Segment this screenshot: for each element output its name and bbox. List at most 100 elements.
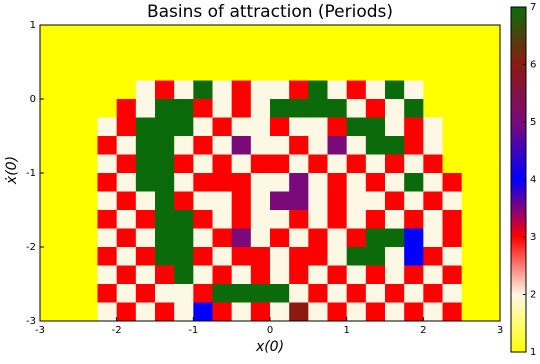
heatmap-cell	[251, 247, 271, 266]
heatmap-cell	[443, 173, 463, 192]
heatmap-cell	[443, 155, 463, 174]
heatmap-cell	[174, 303, 194, 322]
heatmap-cell	[117, 62, 137, 81]
heatmap-cell	[423, 266, 443, 285]
heatmap-cell	[366, 81, 386, 100]
heatmap-cell	[251, 81, 271, 100]
heatmap-cell	[117, 192, 137, 211]
heatmap-cell	[481, 266, 501, 285]
heatmap-cell	[385, 99, 405, 118]
heatmap-cell	[40, 118, 60, 137]
heatmap-cell	[59, 303, 79, 322]
heatmap-cell	[98, 44, 118, 63]
heatmap-cell	[423, 81, 443, 100]
heatmap-cell	[328, 62, 348, 81]
heatmap-cell	[385, 25, 405, 44]
heatmap-cell	[404, 118, 424, 137]
heatmap-cell	[328, 25, 348, 44]
heatmap-cell	[251, 25, 271, 44]
heatmap-cell	[347, 210, 367, 229]
heatmap-cell	[308, 210, 328, 229]
heatmap-cell	[59, 62, 79, 81]
heatmap-cell	[136, 81, 156, 100]
heatmap-cell	[308, 44, 328, 63]
heatmap-cell	[193, 81, 213, 100]
x-tick-label: -3	[35, 325, 45, 336]
colorbar-tick-label: 5	[530, 117, 536, 128]
heatmap-cell	[385, 303, 405, 322]
heatmap-cell	[78, 81, 98, 100]
heatmap-cell	[347, 81, 367, 100]
heatmap-cell	[251, 118, 271, 137]
heatmap-cell	[117, 155, 137, 174]
heatmap-cell	[308, 118, 328, 137]
heatmap-cell	[385, 210, 405, 229]
heatmap-cell	[462, 99, 482, 118]
colorbar-tick-label: 7	[530, 2, 536, 13]
heatmap-cell	[136, 99, 156, 118]
heatmap-cell	[155, 266, 175, 285]
heatmap-cell	[251, 266, 271, 285]
heatmap-cell	[308, 25, 328, 44]
heatmap-cell	[423, 62, 443, 81]
heatmap-cell	[251, 303, 271, 322]
heatmap-cell	[289, 136, 309, 155]
heatmap-cell	[213, 192, 233, 211]
y-tick-label: 0	[30, 94, 36, 105]
heatmap-cell	[347, 99, 367, 118]
heatmap-cell	[251, 229, 271, 248]
heatmap-cell	[481, 136, 501, 155]
heatmap-cell	[347, 192, 367, 211]
heatmap-cell	[59, 44, 79, 63]
heatmap-cell	[289, 44, 309, 63]
x-tick-label: 3	[497, 325, 503, 336]
heatmap-cell	[385, 44, 405, 63]
heatmap-cell	[385, 62, 405, 81]
heatmap-cell	[308, 229, 328, 248]
heatmap-cell	[78, 266, 98, 285]
heatmap-cell	[443, 136, 463, 155]
heatmap-cell	[136, 247, 156, 266]
heatmap-cell	[308, 81, 328, 100]
heatmap-cell	[404, 25, 424, 44]
heatmap-cell	[78, 229, 98, 248]
x-tick-label: 0	[267, 325, 273, 336]
heatmap-cell	[78, 284, 98, 303]
heatmap-cell	[270, 136, 290, 155]
heatmap-cell	[193, 303, 213, 322]
heatmap-cell	[98, 210, 118, 229]
heatmap-cell	[117, 81, 137, 100]
y-tick-label: -2	[26, 242, 36, 253]
heatmap-cell	[462, 229, 482, 248]
heatmap-cell	[423, 118, 443, 137]
heatmap-cell	[59, 266, 79, 285]
heatmap-cell	[193, 62, 213, 81]
heatmap-cell	[98, 247, 118, 266]
heatmap-cell	[443, 266, 463, 285]
heatmap-cell	[232, 210, 252, 229]
heatmap-cell	[136, 284, 156, 303]
heatmap-cell	[251, 44, 271, 63]
heatmap-cell	[347, 44, 367, 63]
heatmap-cell	[366, 99, 386, 118]
heatmap-cell	[481, 118, 501, 137]
heatmap-cell	[193, 44, 213, 63]
heatmap-cell	[270, 81, 290, 100]
heatmap-cell	[423, 155, 443, 174]
heatmap-cell	[289, 81, 309, 100]
heatmap-cell	[443, 192, 463, 211]
heatmap-cell	[404, 173, 424, 192]
x-tick-label: -2	[112, 325, 122, 336]
heatmap-cell	[366, 210, 386, 229]
heatmap-cell	[443, 81, 463, 100]
heatmap-cell	[270, 247, 290, 266]
heatmap-cell	[155, 192, 175, 211]
heatmap-cell	[251, 62, 271, 81]
colorbar-tick-label: 6	[530, 60, 536, 71]
chart-title: Basins of attraction (Periods)	[147, 2, 393, 22]
heatmap-cell	[40, 25, 60, 44]
heatmap-cell	[366, 173, 386, 192]
heatmap-cell	[385, 229, 405, 248]
heatmap-cell	[404, 136, 424, 155]
heatmap-cell	[423, 173, 443, 192]
